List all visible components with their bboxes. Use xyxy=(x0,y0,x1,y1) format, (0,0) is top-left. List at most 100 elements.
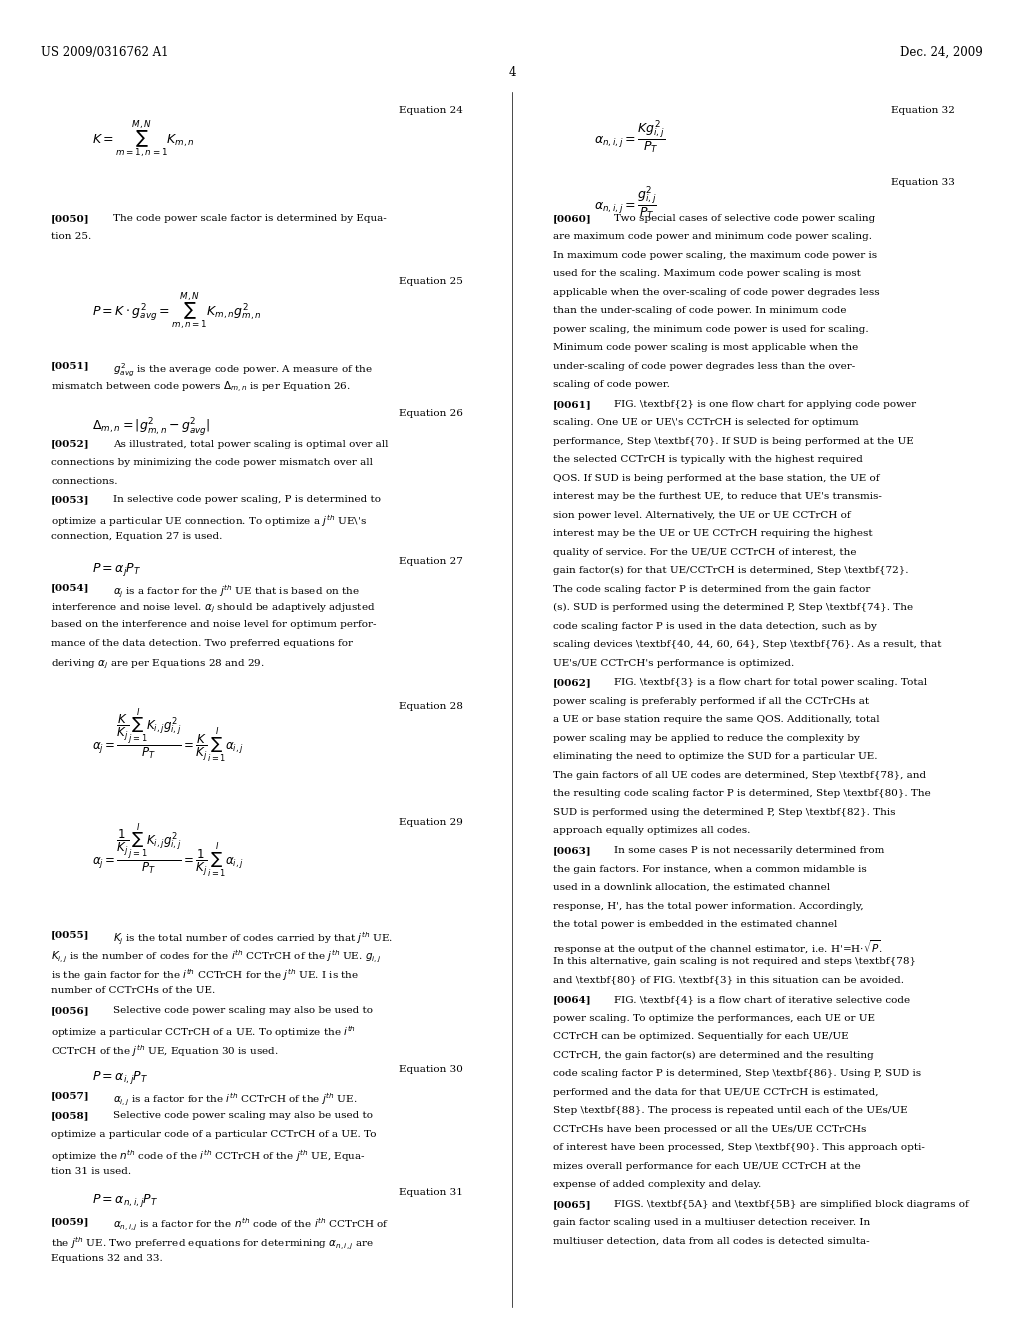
Text: In maximum code power scaling, the maximum code power is: In maximum code power scaling, the maxim… xyxy=(553,251,878,260)
Text: Equation 30: Equation 30 xyxy=(399,1065,463,1074)
Text: Selective code power scaling may also be used to: Selective code power scaling may also be… xyxy=(113,1006,373,1015)
Text: interest may be the furthest UE, to reduce that UE's transmis-: interest may be the furthest UE, to redu… xyxy=(553,492,882,502)
Text: Equation 24: Equation 24 xyxy=(399,106,463,115)
Text: scaling. One UE or UE\'s CCTrCH is selected for optimum: scaling. One UE or UE\'s CCTrCH is selec… xyxy=(553,418,858,428)
Text: [0061]: [0061] xyxy=(553,400,592,409)
Text: of interest have been processed, Step \textbf{90}. This approach opti-: of interest have been processed, Step \t… xyxy=(553,1143,925,1152)
Text: the gain factors. For instance, when a common midamble is: the gain factors. For instance, when a c… xyxy=(553,865,866,874)
Text: performed and the data for that UE/UE CCTrCH is estimated,: performed and the data for that UE/UE CC… xyxy=(553,1088,879,1097)
Text: the $j^{th}$ UE. Two preferred equations for determining $\alpha_{n,i,j}$ are: the $j^{th}$ UE. Two preferred equations… xyxy=(51,1236,375,1251)
Text: CCTrCH, the gain factor(s) are determined and the resulting: CCTrCH, the gain factor(s) are determine… xyxy=(553,1051,873,1060)
Text: [0054]: [0054] xyxy=(51,583,90,593)
Text: Step \textbf{88}. The process is repeated until each of the UEs/UE: Step \textbf{88}. The process is repeate… xyxy=(553,1106,907,1115)
Text: Minimum code power scaling is most applicable when the: Minimum code power scaling is most appli… xyxy=(553,343,858,352)
Text: is the gain factor for the $i^{th}$ CCTrCH for the $j^{th}$ UE. I is the: is the gain factor for the $i^{th}$ CCTr… xyxy=(51,968,359,983)
Text: optimize a particular code of a particular CCTrCH of a UE. To: optimize a particular code of a particul… xyxy=(51,1130,377,1139)
Text: the total power is embedded in the estimated channel: the total power is embedded in the estim… xyxy=(553,920,838,929)
Text: are maximum code power and minimum code power scaling.: are maximum code power and minimum code … xyxy=(553,232,872,242)
Text: under-scaling of code power degrades less than the over-: under-scaling of code power degrades les… xyxy=(553,362,855,371)
Text: gain factor scaling used in a multiuser detection receiver. In: gain factor scaling used in a multiuser … xyxy=(553,1218,870,1228)
Text: $\alpha_j = \dfrac{\dfrac{K}{K_j}\sum_{j=1}^{I} K_{i,j} g_{i,j}^2}{P_T} = \dfrac: $\alpha_j = \dfrac{\dfrac{K}{K_j}\sum_{j… xyxy=(92,706,244,764)
Text: connection, Equation 27 is used.: connection, Equation 27 is used. xyxy=(51,532,222,541)
Text: [0059]: [0059] xyxy=(51,1217,90,1226)
Text: used for the scaling. Maximum code power scaling is most: used for the scaling. Maximum code power… xyxy=(553,269,861,279)
Text: [0056]: [0056] xyxy=(51,1006,90,1015)
Text: $K_j$ is the total number of codes carried by that $j^{th}$ UE.: $K_j$ is the total number of codes carri… xyxy=(113,931,393,946)
Text: $\alpha_{i,j}$ is a factor for the $i^{th}$ CCTrCH of the $j^{th}$ UE.: $\alpha_{i,j}$ is a factor for the $i^{t… xyxy=(113,1092,357,1107)
Text: $\Delta_{m,n} = |g_{m,n}^2 - g_{avg}^2|$: $\Delta_{m,n} = |g_{m,n}^2 - g_{avg}^2|$ xyxy=(92,416,211,438)
Text: number of CCTrCHs of the UE.: number of CCTrCHs of the UE. xyxy=(51,986,215,995)
Text: $\alpha_{n,i,j} = \dfrac{Kg_{i,j}^2}{P_T}$: $\alpha_{n,i,j} = \dfrac{Kg_{i,j}^2}{P_T… xyxy=(594,119,665,156)
Text: [0051]: [0051] xyxy=(51,362,90,371)
Text: power scaling is preferably performed if all the CCTrCHs at: power scaling is preferably performed if… xyxy=(553,697,869,706)
Text: $\alpha_j$ is a factor for the $j^{th}$ UE that is based on the: $\alpha_j$ is a factor for the $j^{th}$ … xyxy=(113,583,359,599)
Text: Dec. 24, 2009: Dec. 24, 2009 xyxy=(900,46,983,59)
Text: Equation 27: Equation 27 xyxy=(399,557,463,566)
Text: scaling of code power.: scaling of code power. xyxy=(553,380,670,389)
Text: optimize a particular UE connection. To optimize a $j^{th}$ UE\'s: optimize a particular UE connection. To … xyxy=(51,513,368,529)
Text: The code scaling factor P is determined from the gain factor: The code scaling factor P is determined … xyxy=(553,585,870,594)
Text: optimize the $n^{th}$ code of the $i^{th}$ CCTrCH of the $j^{th}$ UE, Equa-: optimize the $n^{th}$ code of the $i^{th… xyxy=(51,1148,366,1164)
Text: $\alpha_j = \dfrac{\dfrac{1}{K_j}\sum_{j=1}^{I} K_{i,j} g_{i,j}^2}{P_T} = \dfrac: $\alpha_j = \dfrac{\dfrac{1}{K_j}\sum_{j… xyxy=(92,821,244,879)
Text: eliminating the need to optimize the SUD for a particular UE.: eliminating the need to optimize the SUD… xyxy=(553,752,878,762)
Text: quality of service. For the UE/UE CCTrCH of interest, the: quality of service. For the UE/UE CCTrCH… xyxy=(553,548,856,557)
Text: tion 25.: tion 25. xyxy=(51,232,91,242)
Text: FIG. \textbf{3} is a flow chart for total power scaling. Total: FIG. \textbf{3} is a flow chart for tota… xyxy=(614,678,928,688)
Text: CCTrCH of the $j^{th}$ UE, Equation 30 is used.: CCTrCH of the $j^{th}$ UE, Equation 30 i… xyxy=(51,1043,279,1059)
Text: the resulting code scaling factor P is determined, Step \textbf{80}. The: the resulting code scaling factor P is d… xyxy=(553,789,931,799)
Text: [0057]: [0057] xyxy=(51,1092,90,1101)
Text: FIG. \textbf{2} is one flow chart for applying code power: FIG. \textbf{2} is one flow chart for ap… xyxy=(614,400,916,409)
Text: [0063]: [0063] xyxy=(553,846,592,855)
Text: performance, Step \textbf{70}. If SUD is being performed at the UE: performance, Step \textbf{70}. If SUD is… xyxy=(553,437,913,446)
Text: based on the interference and noise level for optimum perfor-: based on the interference and noise leve… xyxy=(51,620,377,630)
Text: applicable when the over-scaling of code power degrades less: applicable when the over-scaling of code… xyxy=(553,288,880,297)
Text: mance of the data detection. Two preferred equations for: mance of the data detection. Two preferr… xyxy=(51,639,353,648)
Text: scaling devices \textbf{40, 44, 60, 64}, Step \textbf{76}. As a result, that: scaling devices \textbf{40, 44, 60, 64},… xyxy=(553,640,941,649)
Text: optimize a particular CCTrCH of a UE. To optimize the $i^{th}$: optimize a particular CCTrCH of a UE. To… xyxy=(51,1024,356,1040)
Text: [0050]: [0050] xyxy=(51,214,90,223)
Text: $\alpha_{n,i,j}$ is a factor for the $n^{th}$ code of the $i^{th}$ CCTrCH of: $\alpha_{n,i,j}$ is a factor for the $n^… xyxy=(113,1217,389,1233)
Text: [0053]: [0053] xyxy=(51,495,90,504)
Text: connections by minimizing the code power mismatch over all: connections by minimizing the code power… xyxy=(51,458,373,467)
Text: the selected CCTrCH is typically with the highest required: the selected CCTrCH is typically with th… xyxy=(553,455,863,465)
Text: $g_{avg}^2$ is the average code power. A measure of the: $g_{avg}^2$ is the average code power. A… xyxy=(113,362,373,379)
Text: code scaling factor P is used in the data detection, such as by: code scaling factor P is used in the dat… xyxy=(553,622,877,631)
Text: Equation 33: Equation 33 xyxy=(891,178,954,187)
Text: The gain factors of all UE codes are determined, Step \textbf{78}, and: The gain factors of all UE codes are det… xyxy=(553,771,926,780)
Text: than the under-scaling of code power. In minimum code: than the under-scaling of code power. In… xyxy=(553,306,847,315)
Text: sion power level. Alternatively, the UE or UE CCTrCH of: sion power level. Alternatively, the UE … xyxy=(553,511,851,520)
Text: mizes overall performance for each UE/UE CCTrCH at the: mizes overall performance for each UE/UE… xyxy=(553,1162,861,1171)
Text: mismatch between code powers $\Delta_{m,n}$ is per Equation 26.: mismatch between code powers $\Delta_{m,… xyxy=(51,380,351,395)
Text: [0062]: [0062] xyxy=(553,678,592,688)
Text: connections.: connections. xyxy=(51,477,118,486)
Text: $P = \alpha_{n,i,j} P_T$: $P = \alpha_{n,i,j} P_T$ xyxy=(92,1192,159,1209)
Text: Equation 25: Equation 25 xyxy=(399,277,463,286)
Text: SUD is performed using the determined P, Step \textbf{82}. This: SUD is performed using the determined P,… xyxy=(553,808,895,817)
Text: $P = \alpha_{i,j} P_T$: $P = \alpha_{i,j} P_T$ xyxy=(92,1069,148,1086)
Text: approach equally optimizes all codes.: approach equally optimizes all codes. xyxy=(553,826,751,836)
Text: The code power scale factor is determined by Equa-: The code power scale factor is determine… xyxy=(113,214,386,223)
Text: used in a downlink allocation, the estimated channel: used in a downlink allocation, the estim… xyxy=(553,883,830,892)
Text: power scaling may be applied to reduce the complexity by: power scaling may be applied to reduce t… xyxy=(553,734,860,743)
Text: Equation 28: Equation 28 xyxy=(399,702,463,711)
Text: QOS. If SUD is being performed at the base station, the UE of: QOS. If SUD is being performed at the ba… xyxy=(553,474,880,483)
Text: UE's/UE CCTrCH's performance is optimized.: UE's/UE CCTrCH's performance is optimize… xyxy=(553,659,795,668)
Text: $K = \sum_{m=1,n=1}^{M,N} K_{m,n}$: $K = \sum_{m=1,n=1}^{M,N} K_{m,n}$ xyxy=(92,119,195,161)
Text: power scaling. To optimize the performances, each UE or UE: power scaling. To optimize the performan… xyxy=(553,1014,874,1023)
Text: 4: 4 xyxy=(508,66,516,79)
Text: $P = K \cdot g_{avg}^2 = \sum_{m,n=1}^{M,N} K_{m,n} g_{m,n}^2$: $P = K \cdot g_{avg}^2 = \sum_{m,n=1}^{M… xyxy=(92,290,262,333)
Text: [0052]: [0052] xyxy=(51,440,90,449)
Text: Two special cases of selective code power scaling: Two special cases of selective code powe… xyxy=(614,214,876,223)
Text: CCTrCH can be optimized. Sequentially for each UE/UE: CCTrCH can be optimized. Sequentially fo… xyxy=(553,1032,849,1041)
Text: [0060]: [0060] xyxy=(553,214,592,223)
Text: interest may be the UE or UE CCTrCH requiring the highest: interest may be the UE or UE CCTrCH requ… xyxy=(553,529,872,539)
Text: CCTrCHs have been processed or all the UEs/UE CCTrCHs: CCTrCHs have been processed or all the U… xyxy=(553,1125,866,1134)
Text: tion 31 is used.: tion 31 is used. xyxy=(51,1167,131,1176)
Text: $K_{i,j}$ is the number of codes for the $i^{th}$ CCTrCH of the $j^{th}$ UE. $g_: $K_{i,j}$ is the number of codes for the… xyxy=(51,949,382,965)
Text: expense of added complexity and delay.: expense of added complexity and delay. xyxy=(553,1180,761,1189)
Text: response, H', has the total power information. Accordingly,: response, H', has the total power inform… xyxy=(553,902,863,911)
Text: and \textbf{80} of FIG. \textbf{3} in this situation can be avoided.: and \textbf{80} of FIG. \textbf{3} in th… xyxy=(553,975,904,985)
Text: Equation 32: Equation 32 xyxy=(891,106,954,115)
Text: Equation 29: Equation 29 xyxy=(399,818,463,828)
Text: Equation 31: Equation 31 xyxy=(399,1188,463,1197)
